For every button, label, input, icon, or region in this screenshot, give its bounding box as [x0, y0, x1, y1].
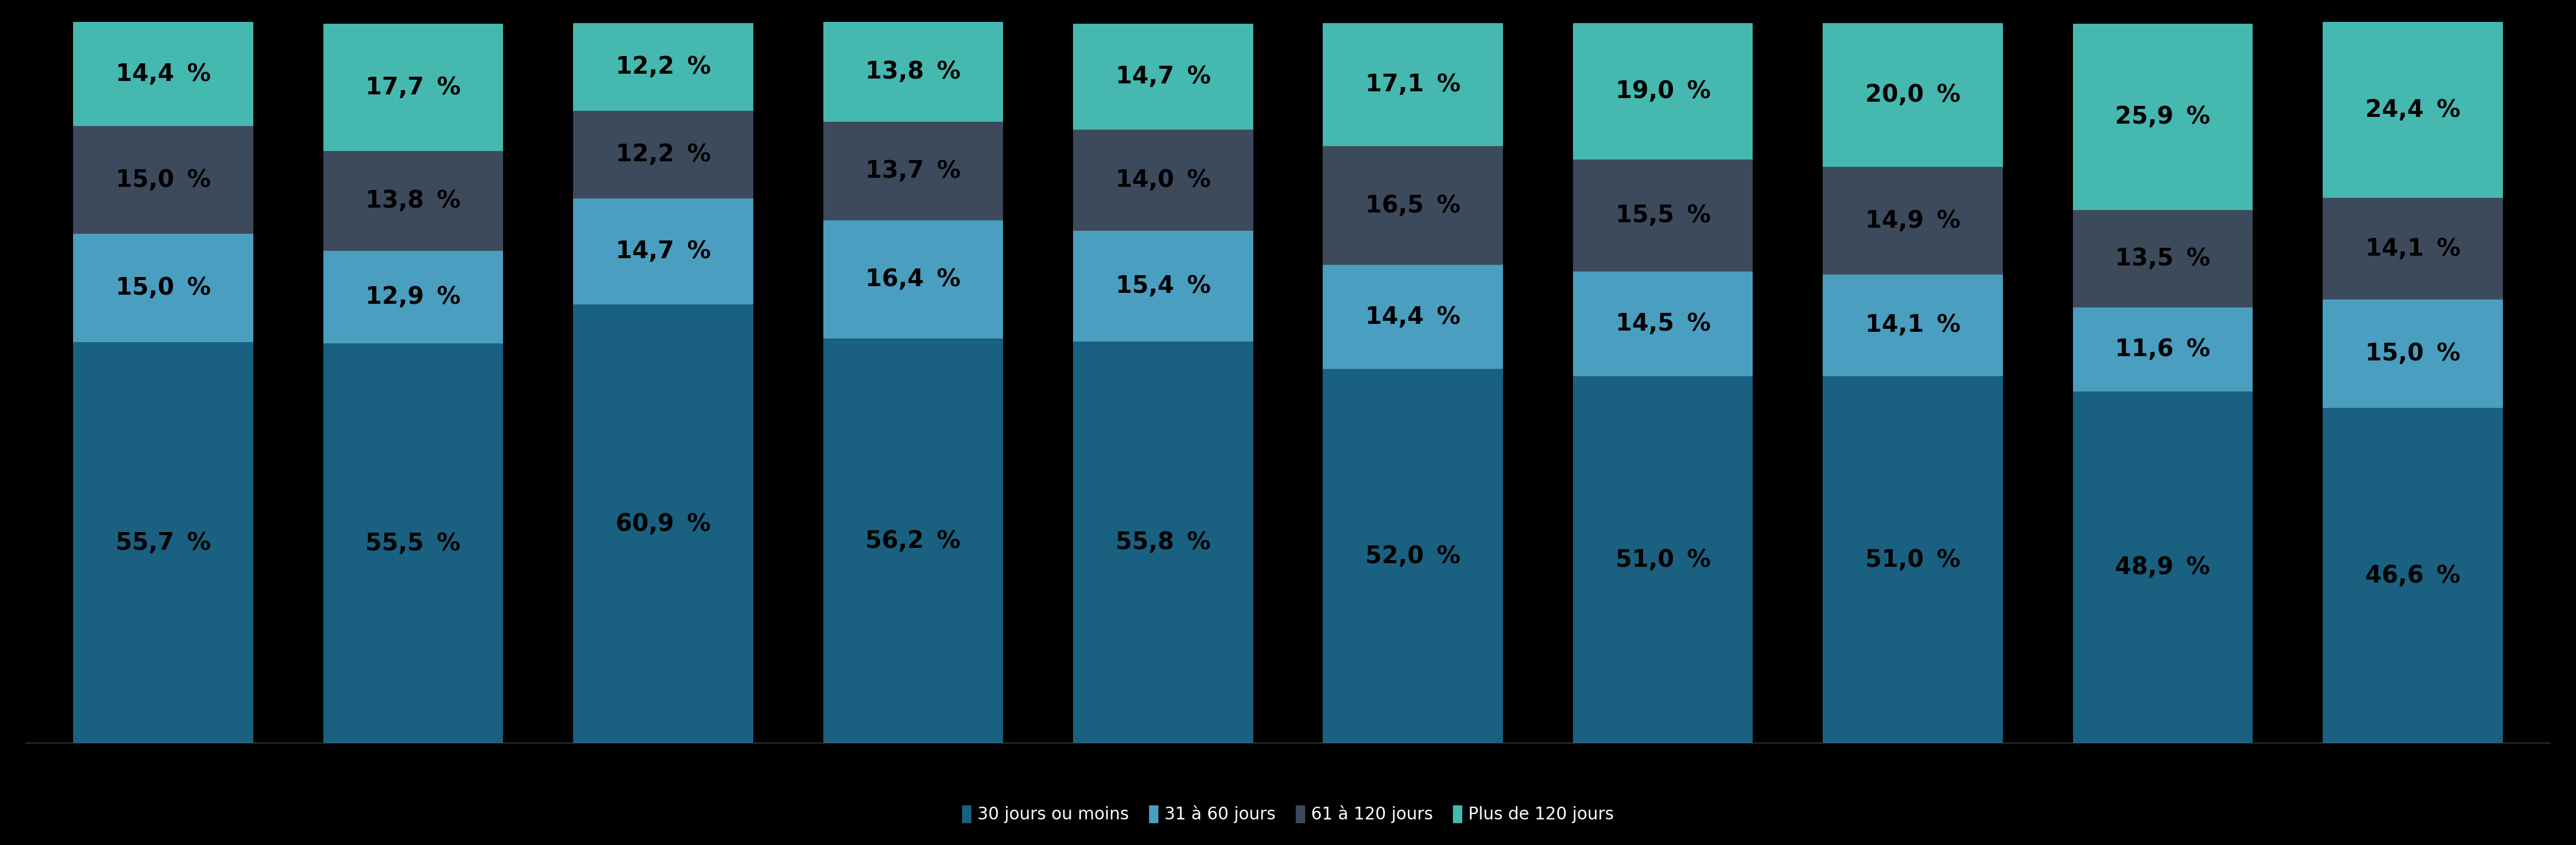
Bar [1824, 376, 2004, 744]
Text: 48,9  %: 48,9 % [2115, 556, 2210, 579]
Bar [1074, 231, 1252, 341]
Text: 60,9  %: 60,9 % [616, 513, 711, 536]
Text: 14,4  %: 14,4 % [116, 63, 211, 85]
Bar [824, 122, 1002, 221]
Text: 12,2  %: 12,2 % [616, 143, 711, 166]
Text: 14,9  %: 14,9 % [1865, 210, 1960, 232]
Text: 55,8  %: 55,8 % [1115, 531, 1211, 554]
Text: 11,6  %: 11,6 % [2115, 338, 2210, 361]
Text: 16,4  %: 16,4 % [866, 268, 961, 291]
Bar [1324, 368, 1502, 744]
Bar [72, 342, 252, 744]
Text: 51,0  %: 51,0 % [1865, 548, 1960, 571]
Bar [1324, 146, 1502, 265]
Bar [2074, 24, 2254, 210]
Bar [572, 111, 752, 199]
Bar [72, 234, 252, 342]
Text: 15,0  %: 15,0 % [116, 168, 211, 192]
Text: 25,9  %: 25,9 % [2115, 106, 2210, 128]
Bar [1574, 271, 1752, 376]
Legend: 30 jours ou moins, 31 à 60 jours, 61 à 120 jours, Plus de 120 jours: 30 jours ou moins, 31 à 60 jours, 61 à 1… [961, 805, 1615, 823]
Bar [1074, 129, 1252, 231]
Text: 56,2  %: 56,2 % [866, 530, 961, 553]
Text: 14,4  %: 14,4 % [1365, 305, 1461, 329]
Bar [1324, 23, 1502, 146]
Bar [1574, 23, 1752, 160]
Bar [72, 22, 252, 126]
Text: 14,5  %: 14,5 % [1615, 312, 1710, 335]
Text: 13,5  %: 13,5 % [2115, 248, 2210, 270]
Text: 13,8  %: 13,8 % [366, 189, 461, 212]
Bar [2324, 300, 2504, 408]
Bar [2324, 408, 2504, 744]
Text: 16,5  %: 16,5 % [1365, 194, 1461, 217]
Bar [2074, 308, 2254, 391]
Text: 14,7  %: 14,7 % [1115, 65, 1211, 88]
Text: 14,7  %: 14,7 % [616, 240, 711, 264]
Text: 55,7  %: 55,7 % [116, 532, 211, 554]
Bar [824, 339, 1002, 744]
Bar [322, 24, 502, 151]
Text: 14,1  %: 14,1 % [2365, 237, 2460, 260]
Bar [1074, 341, 1252, 744]
Bar [824, 221, 1002, 339]
Text: 24,4  %: 24,4 % [2365, 99, 2460, 122]
Text: 14,1  %: 14,1 % [1865, 313, 1960, 337]
Text: 12,2  %: 12,2 % [616, 55, 711, 79]
Text: 13,7  %: 13,7 % [866, 160, 961, 183]
Text: 15,0  %: 15,0 % [2365, 342, 2460, 365]
Bar [2324, 198, 2504, 300]
Bar [1574, 160, 1752, 271]
Bar [572, 305, 752, 744]
Bar [1824, 275, 2004, 376]
Text: 20,0  %: 20,0 % [1865, 84, 1960, 106]
Bar [1824, 23, 2004, 167]
Bar [72, 126, 252, 234]
Bar [1324, 265, 1502, 368]
Bar [572, 23, 752, 111]
Text: 12,9  %: 12,9 % [366, 286, 461, 308]
Bar [572, 199, 752, 305]
Bar [824, 22, 1002, 122]
Text: 17,1  %: 17,1 % [1365, 73, 1461, 96]
Bar [322, 251, 502, 344]
Text: 15,5  %: 15,5 % [1615, 204, 1710, 227]
Text: 55,5  %: 55,5 % [366, 532, 461, 555]
Text: 15,0  %: 15,0 % [116, 276, 211, 300]
Text: 51,0  %: 51,0 % [1615, 548, 1710, 571]
Bar [2074, 210, 2254, 308]
Text: 14,0  %: 14,0 % [1115, 168, 1211, 192]
Bar [1574, 376, 1752, 744]
Text: 13,8  %: 13,8 % [866, 60, 961, 84]
Text: 52,0  %: 52,0 % [1365, 545, 1461, 568]
Bar [1074, 24, 1252, 129]
Bar [1824, 167, 2004, 275]
Text: 46,6  %: 46,6 % [2365, 564, 2460, 587]
Text: 19,0  %: 19,0 % [1615, 79, 1710, 103]
Bar [322, 344, 502, 744]
Bar [2324, 22, 2504, 198]
Bar [322, 151, 502, 251]
Bar [2074, 391, 2254, 744]
Text: 15,4  %: 15,4 % [1115, 275, 1211, 297]
Text: 17,7  %: 17,7 % [366, 76, 461, 99]
